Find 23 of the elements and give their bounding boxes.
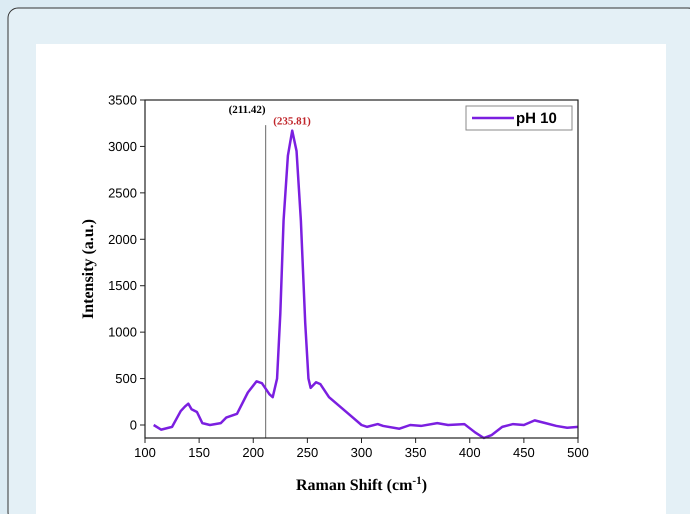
x-tick-label: 150 — [188, 445, 210, 460]
x-tick-label: 200 — [242, 445, 264, 460]
x-tick-label: 100 — [134, 445, 156, 460]
y-tick-label: 1500 — [108, 278, 137, 294]
y-tick-label: 3000 — [108, 138, 137, 154]
legend-label: pH 10 — [516, 110, 557, 127]
x-tick-label: 500 — [567, 445, 589, 460]
line-series — [152, 129, 580, 440]
x-tick-label: 450 — [513, 445, 535, 460]
y-axis-title: Intensity (a.u.) — [80, 218, 97, 320]
y-tick-label: 1000 — [108, 324, 137, 340]
y-tick-label: 2500 — [108, 185, 137, 200]
y-tick-label: 500 — [115, 371, 137, 386]
x-axis-title: Raman Shift (cm$^{-1}$) — [296, 475, 428, 494]
ref-line-label: (211.42) — [228, 104, 266, 116]
x-tick-label: 350 — [404, 445, 426, 460]
x-tick-label: 250 — [296, 445, 318, 460]
y-tick-label: 2000 — [108, 232, 137, 247]
x-tick-label: 400 — [458, 445, 481, 460]
y-tick-label: 0 — [130, 418, 137, 432]
annotation: (235.81) — [273, 116, 312, 128]
x-tick-label: 300 — [350, 445, 372, 460]
y-tick-label: 3500 — [108, 92, 137, 108]
